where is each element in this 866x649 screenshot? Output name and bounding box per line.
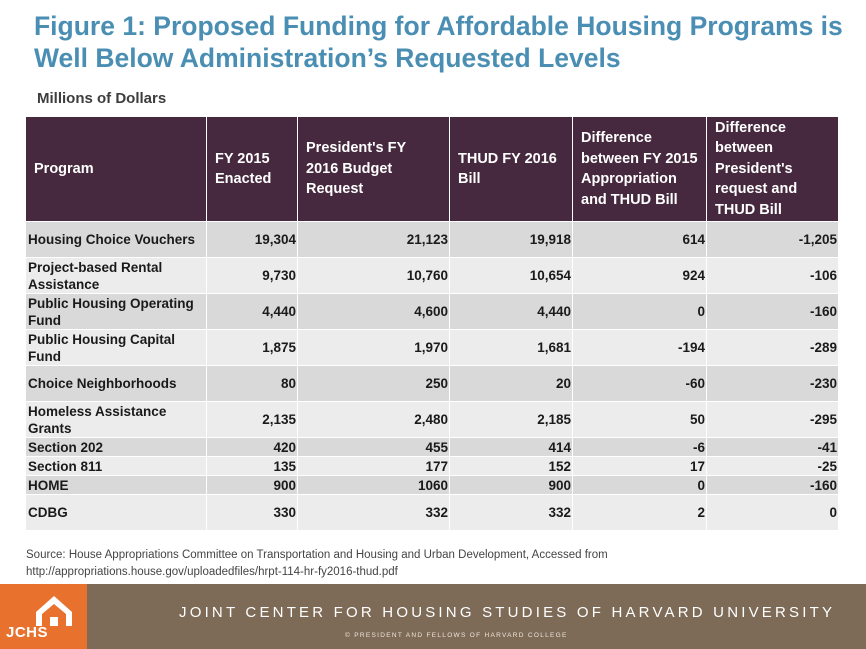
diff-fy2015-cell: 0 [572, 475, 706, 494]
funding-table: Program FY 2015 Enacted President's FY 2… [26, 117, 838, 530]
fy2015-cell: 19,304 [206, 221, 297, 257]
thud-cell: 332 [449, 494, 572, 530]
program-cell: Project-based Rental Assistance [26, 257, 206, 293]
header-program: Program [26, 117, 206, 221]
copyright: © PRESIDENT AND FELLOWS OF HARVARD COLLE… [345, 632, 568, 639]
diff-request-cell: -160 [706, 475, 838, 494]
diff-fy2015-cell: -60 [572, 365, 706, 401]
diff-fy2015-cell: 50 [572, 401, 706, 437]
fy2015-cell: 2,135 [206, 401, 297, 437]
request-cell: 455 [297, 437, 449, 456]
header-request: President's FY 2016 Budget Request [297, 117, 449, 221]
thud-cell: 414 [449, 437, 572, 456]
program-cell: Public Housing Operating Fund [26, 293, 206, 329]
request-cell: 332 [297, 494, 449, 530]
header-fy2015: FY 2015 Enacted [206, 117, 297, 221]
diff-request-cell: -25 [706, 456, 838, 475]
diff-request-cell: -295 [706, 401, 838, 437]
diff-fy2015-cell: 924 [572, 257, 706, 293]
fy2015-cell: 9,730 [206, 257, 297, 293]
fy2015-cell: 1,875 [206, 329, 297, 365]
logo-text: JCHS [6, 624, 49, 641]
program-cell: Section 202 [26, 437, 206, 456]
thud-cell: 19,918 [449, 221, 572, 257]
thud-cell: 20 [449, 365, 572, 401]
house-icon [36, 596, 72, 626]
table-row: CDBG 330 332 332 2 0 [26, 494, 838, 530]
units-label: Millions of Dollars [37, 90, 167, 107]
diff-fy2015-cell: 17 [572, 456, 706, 475]
program-cell: Homeless Assistance Grants [26, 401, 206, 437]
request-cell: 2,480 [297, 401, 449, 437]
table-row: Section 811 135 177 152 17 -25 [26, 456, 838, 475]
program-cell: Section 811 [26, 456, 206, 475]
request-cell: 250 [297, 365, 449, 401]
table-row: Public Housing Capital Fund 1,875 1,970 … [26, 329, 838, 365]
fy2015-cell: 420 [206, 437, 297, 456]
diff-fy2015-cell: 0 [572, 293, 706, 329]
header-diff-request: Difference between President's request a… [706, 117, 838, 221]
thud-cell: 2,185 [449, 401, 572, 437]
fy2015-cell: 4,440 [206, 293, 297, 329]
diff-request-cell: 0 [706, 494, 838, 530]
request-cell: 1,970 [297, 329, 449, 365]
diff-request-cell: -230 [706, 365, 838, 401]
table-row: Section 202 420 455 414 -6 -41 [26, 437, 838, 456]
diff-fy2015-cell: 2 [572, 494, 706, 530]
diff-request-cell: -41 [706, 437, 838, 456]
page-title: Figure 1: Proposed Funding for Affordabl… [34, 11, 843, 73]
table-row: Choice Neighborhoods 80 250 20 -60 -230 [26, 365, 838, 401]
fy2015-cell: 900 [206, 475, 297, 494]
thud-cell: 1,681 [449, 329, 572, 365]
diff-fy2015-cell: 614 [572, 221, 706, 257]
program-cell: Choice Neighborhoods [26, 365, 206, 401]
fy2015-cell: 330 [206, 494, 297, 530]
program-cell: CDBG [26, 494, 206, 530]
source-note: Source: House Appropriations Committee o… [26, 549, 608, 578]
header-thud: THUD FY 2016 Bill [449, 117, 572, 221]
request-cell: 1060 [297, 475, 449, 494]
fy2015-cell: 80 [206, 365, 297, 401]
thud-cell: 152 [449, 456, 572, 475]
jchs-logo: JCHS [0, 584, 87, 649]
fy2015-cell: 135 [206, 456, 297, 475]
diff-request-cell: -160 [706, 293, 838, 329]
table-row: Project-based Rental Assistance 9,730 10… [26, 257, 838, 293]
org-name: JOINT CENTER FOR HOUSING STUDIES OF HARV… [179, 604, 836, 621]
diff-fy2015-cell: -194 [572, 329, 706, 365]
diff-fy2015-cell: -6 [572, 437, 706, 456]
program-cell: HOME [26, 475, 206, 494]
program-cell: Public Housing Capital Fund [26, 329, 206, 365]
diff-request-cell: -289 [706, 329, 838, 365]
thud-cell: 900 [449, 475, 572, 494]
thud-cell: 10,654 [449, 257, 572, 293]
table-row: HOME 900 1060 900 0 -160 [26, 475, 838, 494]
table-row: Public Housing Operating Fund 4,440 4,60… [26, 293, 838, 329]
table-row: Housing Choice Vouchers 19,304 21,123 19… [26, 221, 838, 257]
request-cell: 10,760 [297, 257, 449, 293]
footer-banner: JCHS JOINT CENTER FOR HOUSING STUDIES OF… [0, 584, 866, 649]
request-cell: 21,123 [297, 221, 449, 257]
diff-request-cell: -106 [706, 257, 838, 293]
header-diff-fy2015: Difference between FY 2015 Appropriation… [572, 117, 706, 221]
program-cell: Housing Choice Vouchers [26, 221, 206, 257]
diff-request-cell: -1,205 [706, 221, 838, 257]
request-cell: 4,600 [297, 293, 449, 329]
request-cell: 177 [297, 456, 449, 475]
table-header-row: Program FY 2015 Enacted President's FY 2… [26, 117, 838, 221]
table-row: Homeless Assistance Grants 2,135 2,480 2… [26, 401, 838, 437]
thud-cell: 4,440 [449, 293, 572, 329]
